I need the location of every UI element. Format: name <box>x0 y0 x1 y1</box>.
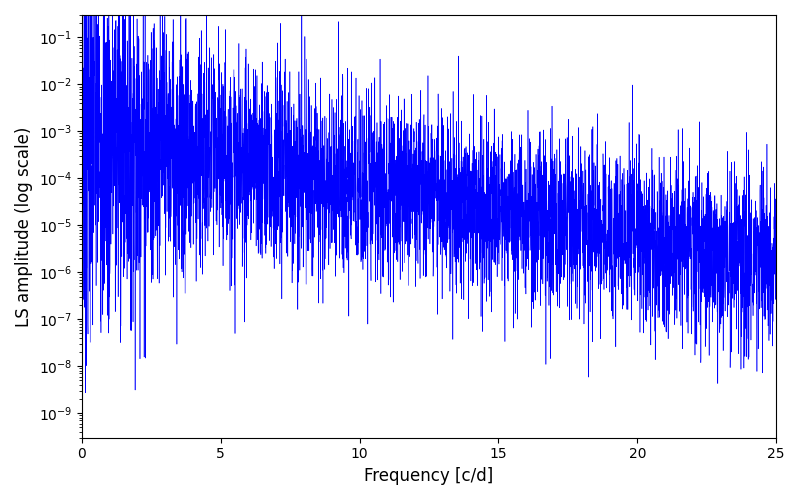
X-axis label: Frequency [c/d]: Frequency [c/d] <box>364 467 494 485</box>
Y-axis label: LS amplitude (log scale): LS amplitude (log scale) <box>15 126 33 326</box>
